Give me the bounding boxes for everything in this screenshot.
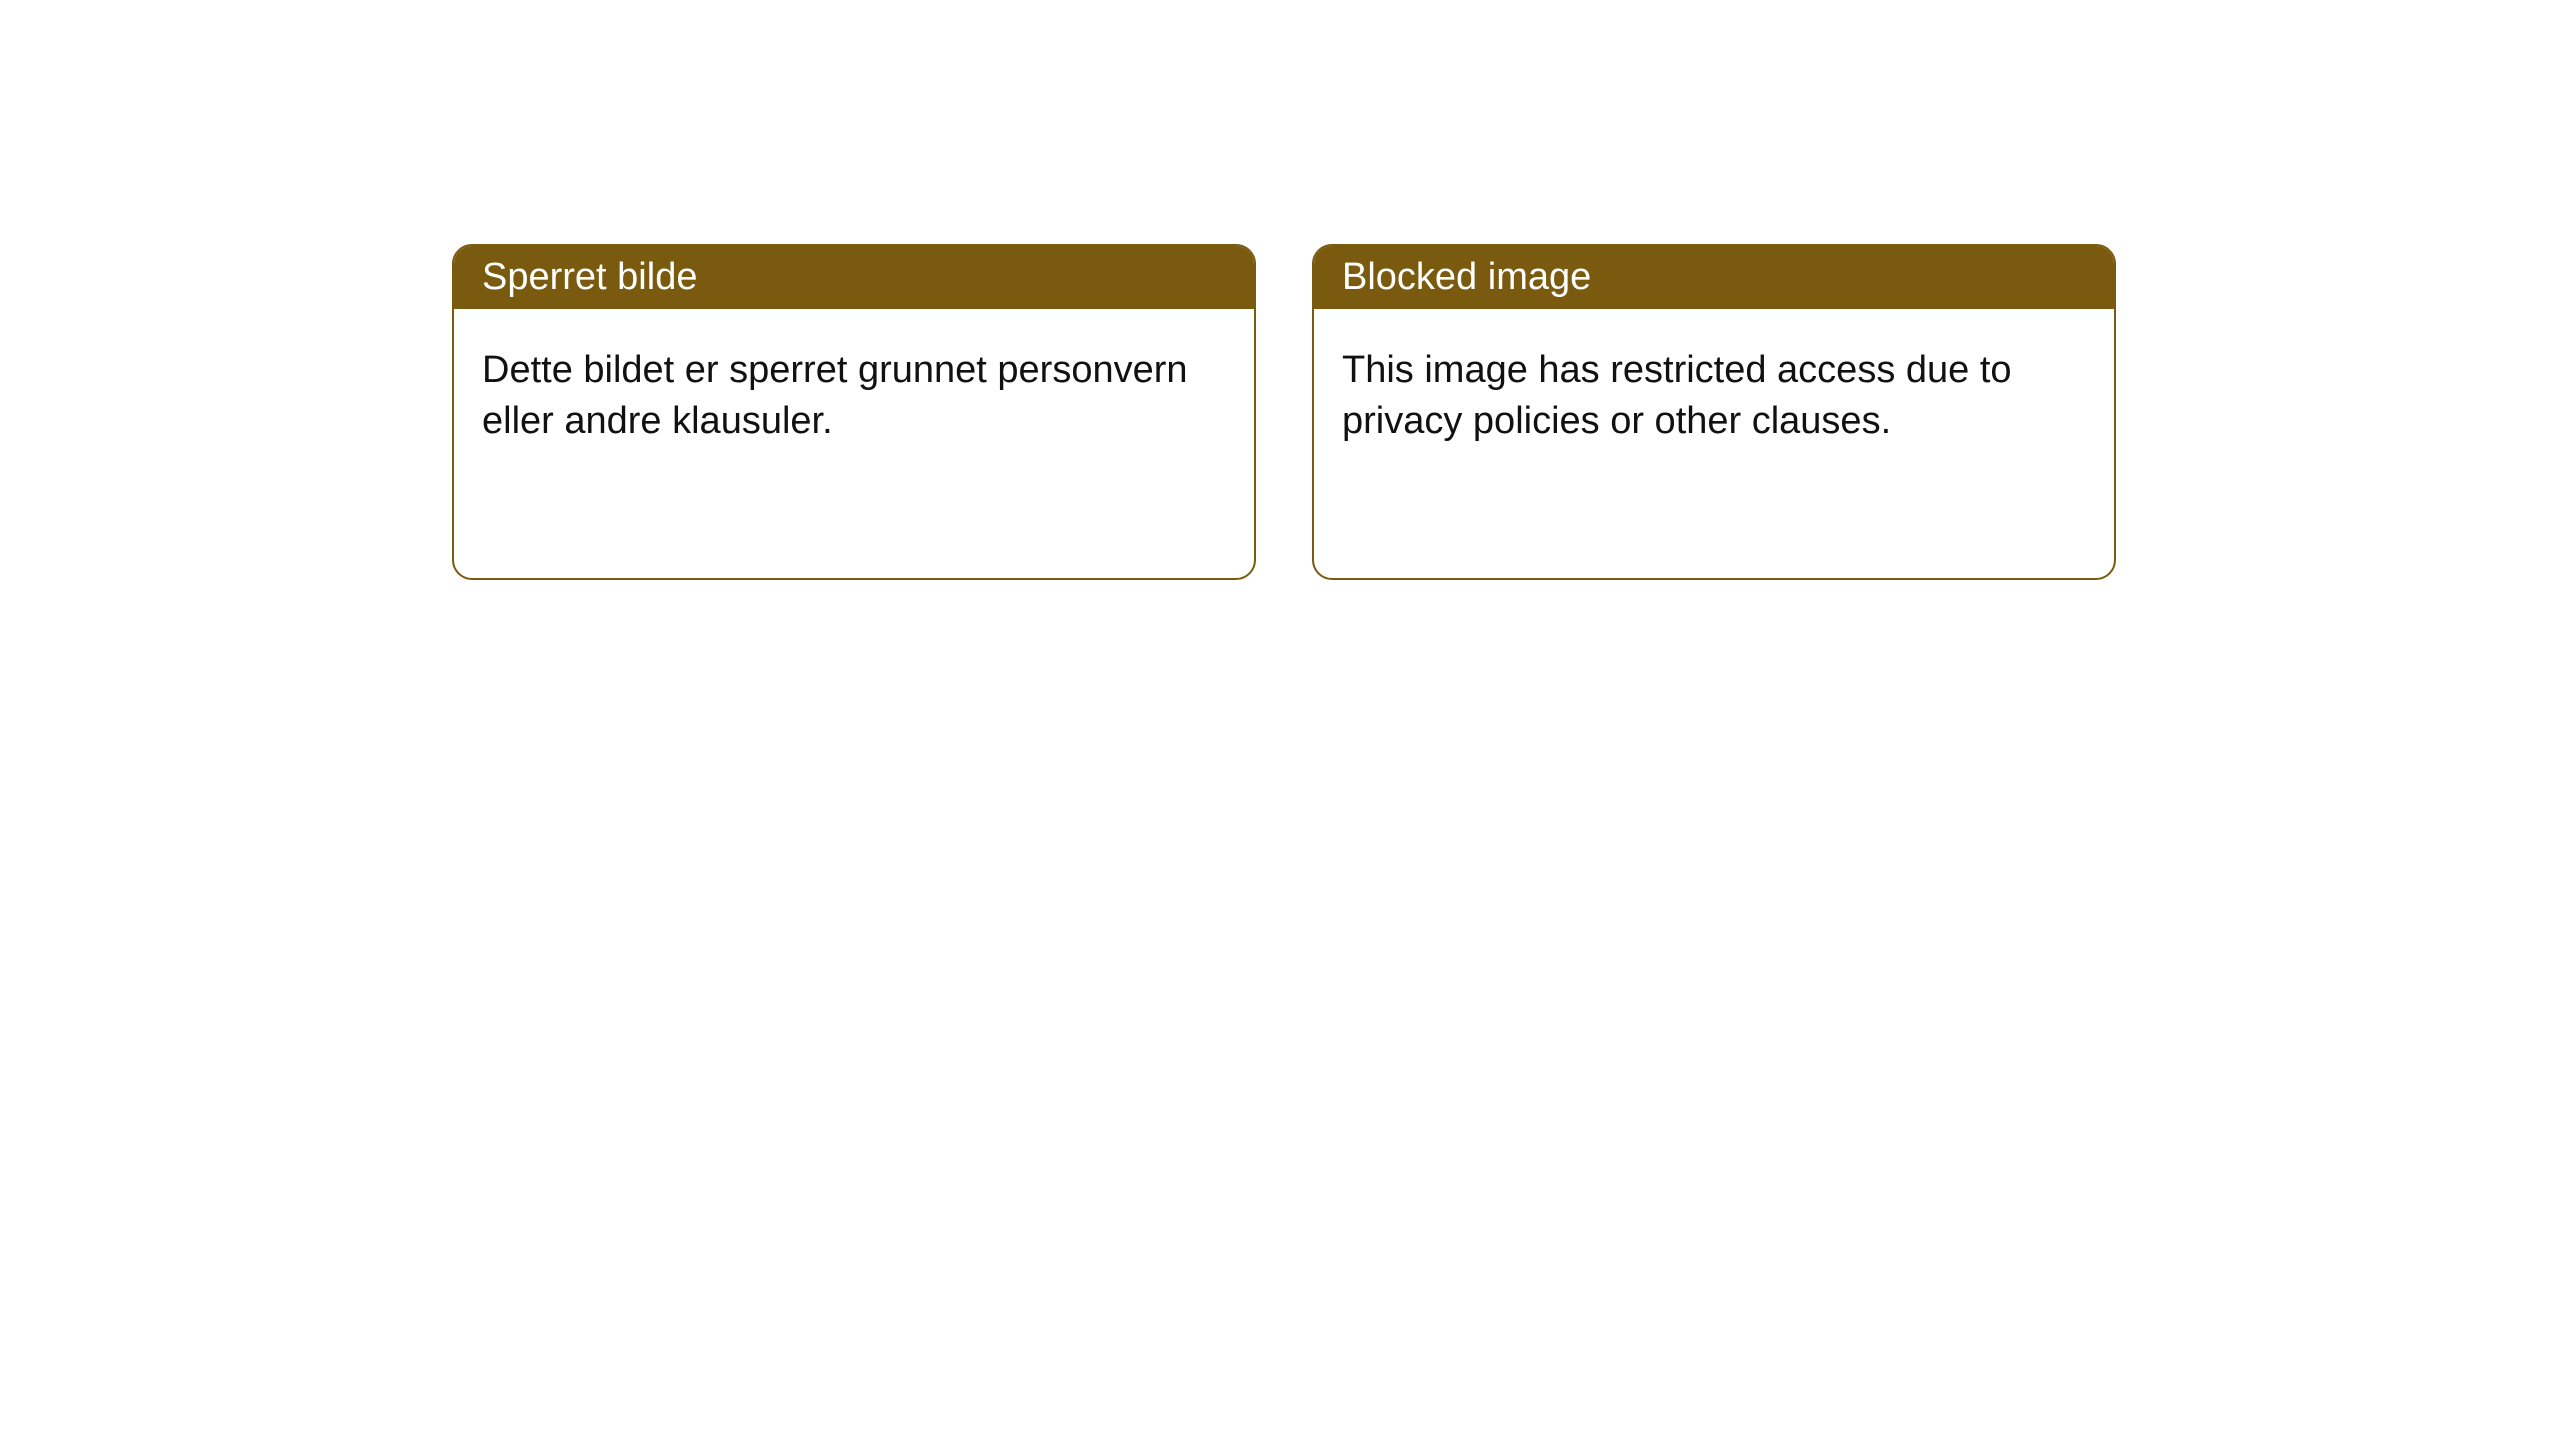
notice-cards-container: Sperret bilde Dette bildet er sperret gr… [0, 0, 2560, 580]
card-header: Sperret bilde [454, 246, 1254, 309]
card-title: Sperret bilde [482, 256, 697, 298]
card-body-text: Dette bildet er sperret grunnet personve… [482, 349, 1188, 442]
card-header: Blocked image [1314, 246, 2114, 309]
notice-card-english: Blocked image This image has restricted … [1312, 244, 2116, 580]
card-body: This image has restricted access due to … [1314, 309, 2114, 484]
card-body: Dette bildet er sperret grunnet personve… [454, 309, 1254, 484]
card-body-text: This image has restricted access due to … [1342, 349, 2012, 442]
card-title: Blocked image [1342, 256, 1591, 298]
notice-card-norwegian: Sperret bilde Dette bildet er sperret gr… [452, 244, 1256, 580]
